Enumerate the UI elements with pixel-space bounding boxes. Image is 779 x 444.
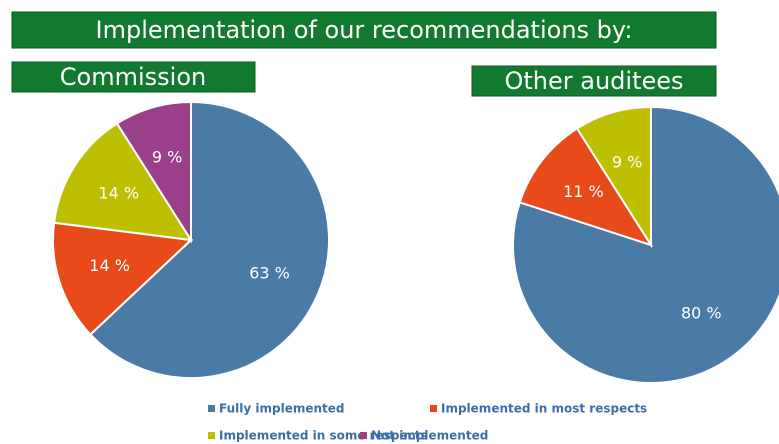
pie-slice — [115, 100, 192, 244]
chart-title: Other auditees — [504, 67, 683, 95]
page-title: Implementation of our recommendations by… — [96, 16, 633, 44]
legend-label: Implemented in some respects — [219, 429, 428, 443]
slice-label: 9 % — [612, 152, 642, 171]
slice-label: 14 % — [89, 256, 130, 275]
title-banner — [11, 11, 717, 49]
slice-label: 11 % — [563, 182, 604, 201]
slice-label: 9 % — [152, 147, 182, 166]
legend-label: Not implemented — [371, 429, 488, 443]
chart-title-box — [471, 65, 717, 97]
legend-label: Fully implemented — [219, 402, 344, 416]
pie-slice — [52, 221, 194, 336]
legend-marker — [430, 405, 437, 412]
pie-slice — [518, 127, 654, 247]
legend-label: Implemented in most respects — [441, 402, 647, 416]
legend-marker — [208, 432, 215, 439]
legend-marker — [360, 432, 367, 439]
slice-label: 80 % — [681, 304, 722, 323]
pie-slice — [575, 105, 652, 249]
slice-label: 63 % — [249, 263, 290, 282]
legend-marker — [208, 405, 215, 412]
pie-slice — [88, 100, 330, 379]
slice-label: 14 % — [98, 184, 139, 203]
chart-title-box — [11, 61, 256, 93]
pie-slice — [52, 122, 193, 242]
pie-slice — [512, 105, 779, 384]
chart-title: Commission — [60, 63, 206, 91]
